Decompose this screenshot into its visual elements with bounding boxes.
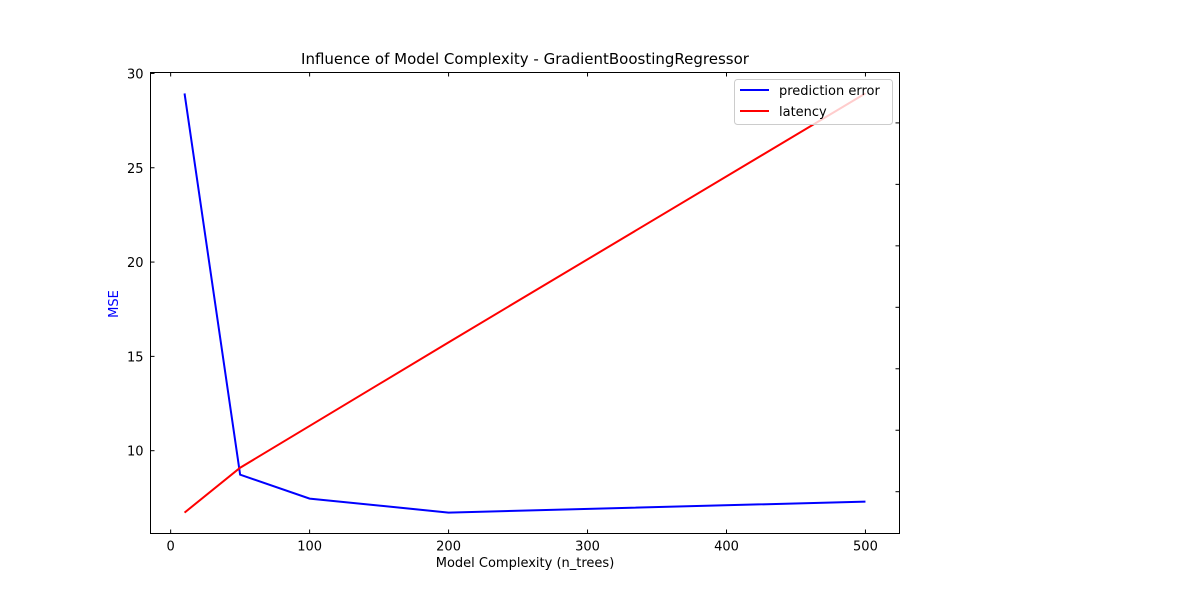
y-tick-label: 15 (127, 350, 144, 365)
chart-title: Influence of Model Complexity - Gradient… (301, 50, 750, 68)
y-tick-label: 25 (127, 162, 144, 177)
x-tick-label: 200 (436, 540, 461, 555)
y-tick-label: 30 (127, 67, 144, 82)
legend: prediction error latency (734, 79, 893, 125)
x-tick-label: 100 (297, 540, 322, 555)
x-axis-label: Model Complexity (n_trees) (436, 556, 615, 571)
x-tick-label: 0 (167, 540, 175, 555)
y-tick-label: 10 (127, 445, 144, 460)
series-line-latency (183, 92, 866, 514)
series-line-prediction-error (183, 93, 866, 514)
legend-label-latency: latency (779, 105, 827, 120)
x-tick-label: 300 (575, 540, 600, 555)
legend-label-prediction-error: prediction error (779, 84, 880, 99)
x-tick-label: 400 (714, 540, 739, 555)
legend-box (734, 79, 893, 125)
x-tick-label: 500 (853, 540, 878, 555)
plot-frame (150, 72, 900, 534)
y-axis-label: MSE (107, 290, 122, 318)
y-tick-label: 20 (127, 256, 144, 271)
